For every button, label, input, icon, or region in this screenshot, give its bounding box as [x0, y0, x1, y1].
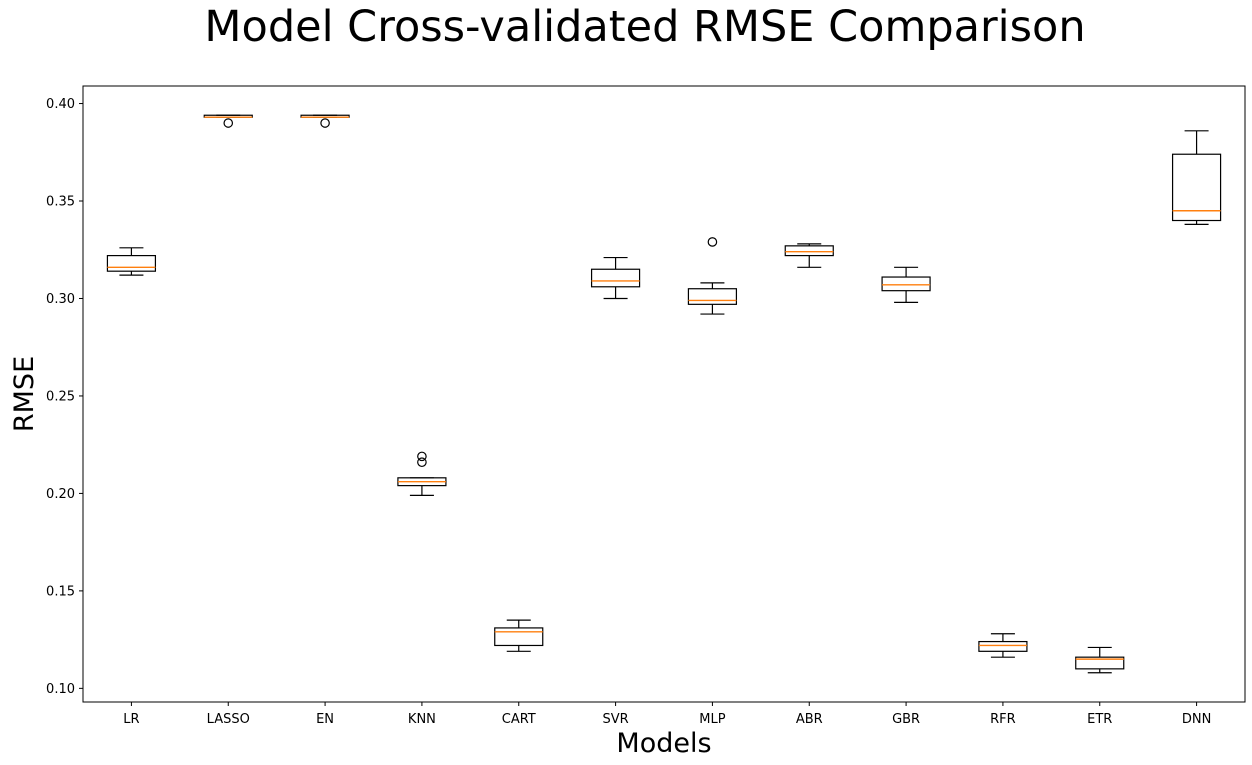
x-tick-label: MLP: [699, 712, 725, 727]
x-tick-label: ETR: [1087, 712, 1112, 727]
box-group-en: [300, 114, 350, 128]
y-tick-label: 0.30: [46, 292, 75, 307]
x-tick-label: CART: [502, 712, 536, 727]
y-tick-label: 0.40: [46, 97, 75, 112]
outlier-point: [223, 118, 234, 128]
y-tick-label: 0.35: [46, 195, 75, 210]
iqr-box: [784, 245, 834, 257]
plot-area-frame: [82, 85, 1246, 703]
x-axis: LR LASSO EN KNN CART SVR MLP ABR GBR RFR ETR DNN: [123, 702, 1211, 727]
x-tick-label: GBR: [892, 712, 920, 727]
box-group-knn: [397, 451, 447, 496]
x-tick-label: ABR: [796, 712, 823, 727]
y-axis: 0.10 0.15 0.20 0.25 0.30 0.35 0.40: [46, 97, 83, 697]
x-axis-label: Models: [616, 728, 711, 759]
box-group-abr: [784, 243, 834, 268]
outlier-point: [417, 457, 427, 468]
outlier-point: [707, 237, 718, 247]
y-tick-label: 0.25: [46, 389, 75, 404]
box-group-gbr: [881, 266, 931, 303]
x-tick-label: SVR: [602, 712, 628, 727]
iqr-box: [494, 627, 544, 647]
x-tick-label: LR: [123, 712, 139, 727]
box-group-etr: [1075, 646, 1125, 674]
y-tick-label: 0.15: [46, 584, 75, 599]
iqr-box: [1171, 153, 1222, 222]
x-tick-label: RFR: [990, 712, 1016, 727]
box-group-dnn: [1171, 130, 1222, 226]
iqr-box: [1075, 656, 1125, 670]
x-tick-label: LASSO: [207, 712, 250, 727]
y-tick-label: 0.20: [46, 487, 75, 502]
chart-title: Model Cross-validated RMSE Comparison: [204, 2, 1086, 52]
x-tick-label: EN: [316, 712, 334, 727]
iqr-box: [978, 640, 1028, 652]
box-group-mlp: [687, 237, 738, 315]
iqr-box: [687, 288, 738, 305]
box-group-lr: [106, 247, 157, 276]
box-marks: [106, 114, 1222, 674]
outlier-point: [320, 118, 330, 128]
iqr-box: [590, 268, 641, 288]
x-tick-label: KNN: [408, 712, 436, 727]
iqr-box: [106, 254, 157, 272]
y-axis-label: RMSE: [9, 356, 40, 432]
y-tick-label: 0.10: [46, 682, 75, 697]
box-group-svr: [590, 256, 641, 300]
box-group-cart: [494, 619, 544, 652]
box-group-rfr: [978, 633, 1028, 658]
outlier-point: [417, 451, 427, 462]
box-group-lasso: [203, 114, 253, 128]
x-tick-label: DNN: [1182, 712, 1211, 727]
iqr-box: [881, 276, 931, 292]
